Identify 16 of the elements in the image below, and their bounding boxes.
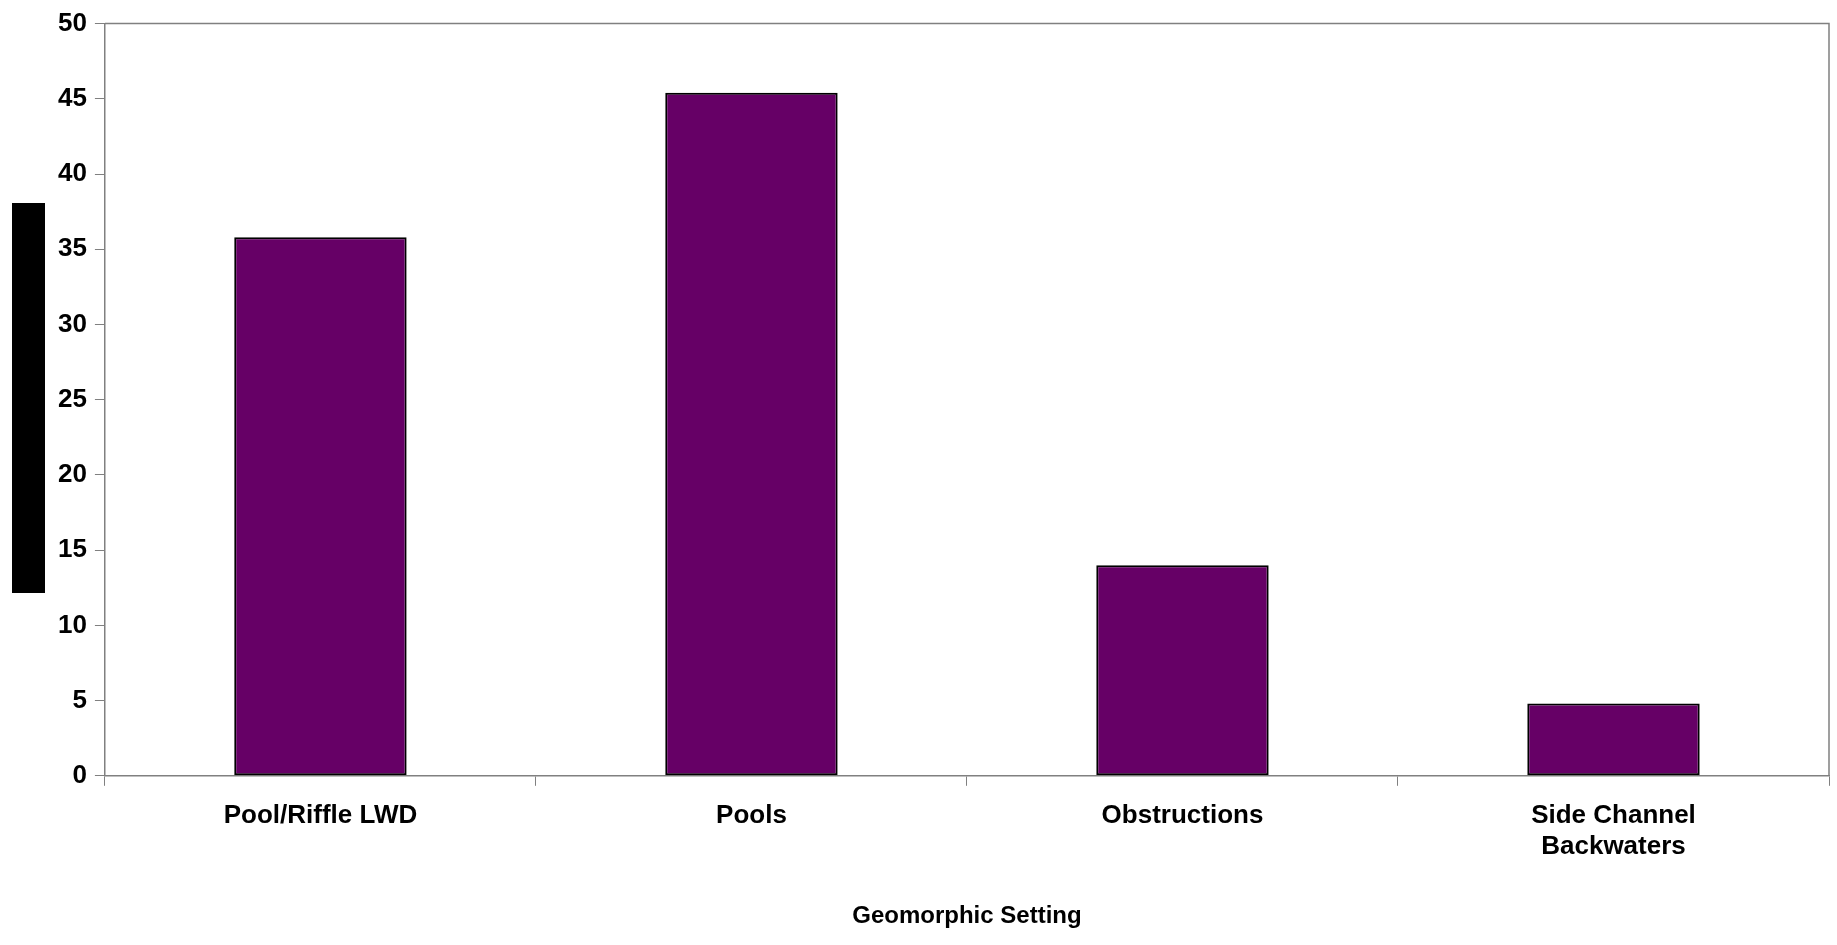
x-tick-label: Side Channel Backwaters xyxy=(1531,798,1696,860)
y-tick-label: 20 xyxy=(58,458,87,489)
x-tick-label: Pool/Riffle LWD xyxy=(223,798,418,829)
y-tick-label: 25 xyxy=(58,382,87,413)
x-axis-title: Geomorphic Setting xyxy=(852,901,1082,929)
y-tick-label: 30 xyxy=(58,307,87,338)
y-tick-label: 5 xyxy=(72,683,87,714)
y-tick-label: 10 xyxy=(58,608,87,639)
y-tick-label: 40 xyxy=(58,157,87,188)
y-tick-label: 35 xyxy=(58,232,87,263)
y-tick-label: 45 xyxy=(58,81,87,112)
x-tick-label: Obstructions xyxy=(1101,798,1264,829)
y-tick-label: 50 xyxy=(58,6,87,37)
y-tick-label: 15 xyxy=(58,533,87,564)
y-tick-label: 0 xyxy=(72,758,87,789)
x-tick-label: Pools xyxy=(716,798,787,829)
